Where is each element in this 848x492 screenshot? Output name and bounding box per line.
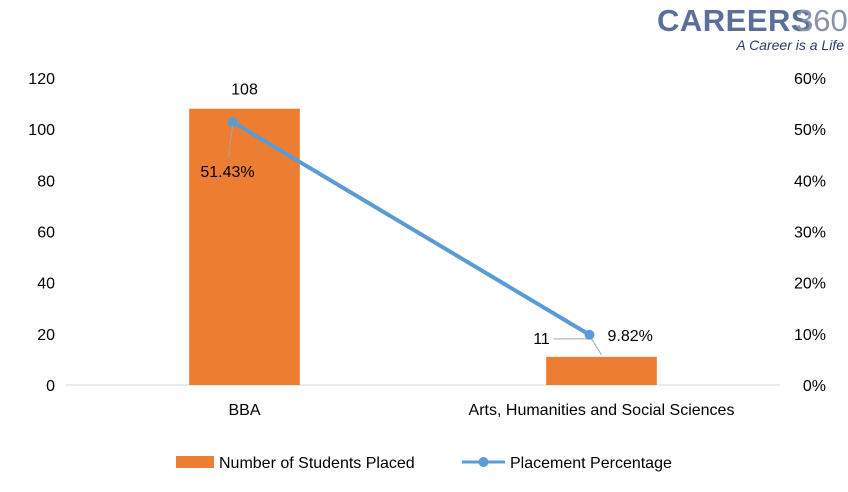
brand-tagline: A Career is a Life	[735, 37, 844, 53]
left-axis-tick-label: 100	[28, 122, 55, 139]
right-axis-tick-label: 10%	[794, 327, 826, 344]
right-axis-tick-label: 60%	[794, 71, 826, 88]
bar	[546, 356, 657, 385]
data-label-bar: 108	[231, 82, 258, 99]
left-axis-ticks: 0 20 40 60 80 100 120	[28, 71, 55, 395]
legend-label-bars: Number of Students Placed	[219, 455, 415, 472]
right-axis-tick-label: 50%	[794, 122, 826, 139]
bar	[189, 108, 300, 385]
data-label-leader	[553, 338, 602, 356]
x-axis-tick-label: Arts, Humanities and Social Sciences	[469, 402, 735, 419]
left-axis-tick-label: 80	[37, 173, 55, 190]
line-point	[584, 329, 595, 340]
legend-label-line: Placement Percentage	[510, 455, 672, 472]
right-axis-ticks: 0% 10% 20% 30% 40% 50% 60%	[794, 71, 826, 395]
left-axis-tick-label: 60	[37, 225, 55, 242]
data-label-bar: 11	[533, 331, 550, 348]
line-point	[227, 116, 238, 127]
data-label-leader	[228, 125, 233, 158]
data-label-line: 51.43%	[200, 164, 254, 181]
left-axis-tick-label: 120	[28, 71, 55, 88]
x-axis-ticks: BBA Arts, Humanities and Social Sciences	[228, 402, 734, 419]
legend-swatch-bars	[176, 456, 214, 468]
line-path	[231, 120, 591, 337]
bar-series: 108 11	[189, 82, 657, 385]
brand-number: 360	[796, 3, 848, 38]
legend: Number of Students Placed Placement Perc…	[176, 455, 672, 472]
line-series: 51.43% 9.82%	[200, 116, 653, 345]
brand-logo: CAREERS 360 A Career is a Life	[657, 3, 848, 53]
right-axis-tick-label: 20%	[794, 276, 826, 293]
right-axis-tick-label: 0%	[803, 378, 826, 395]
brand-name: CAREERS	[657, 3, 812, 38]
left-axis-tick-label: 0	[46, 378, 55, 395]
left-axis-tick-label: 40	[37, 276, 55, 293]
x-axis-tick-label: BBA	[228, 402, 260, 419]
left-axis-tick-label: 20	[37, 327, 55, 344]
legend-swatch-marker	[478, 457, 489, 467]
data-label-line: 9.82%	[608, 328, 653, 345]
right-axis-tick-label: 40%	[794, 173, 826, 190]
right-axis-tick-label: 30%	[794, 225, 826, 242]
